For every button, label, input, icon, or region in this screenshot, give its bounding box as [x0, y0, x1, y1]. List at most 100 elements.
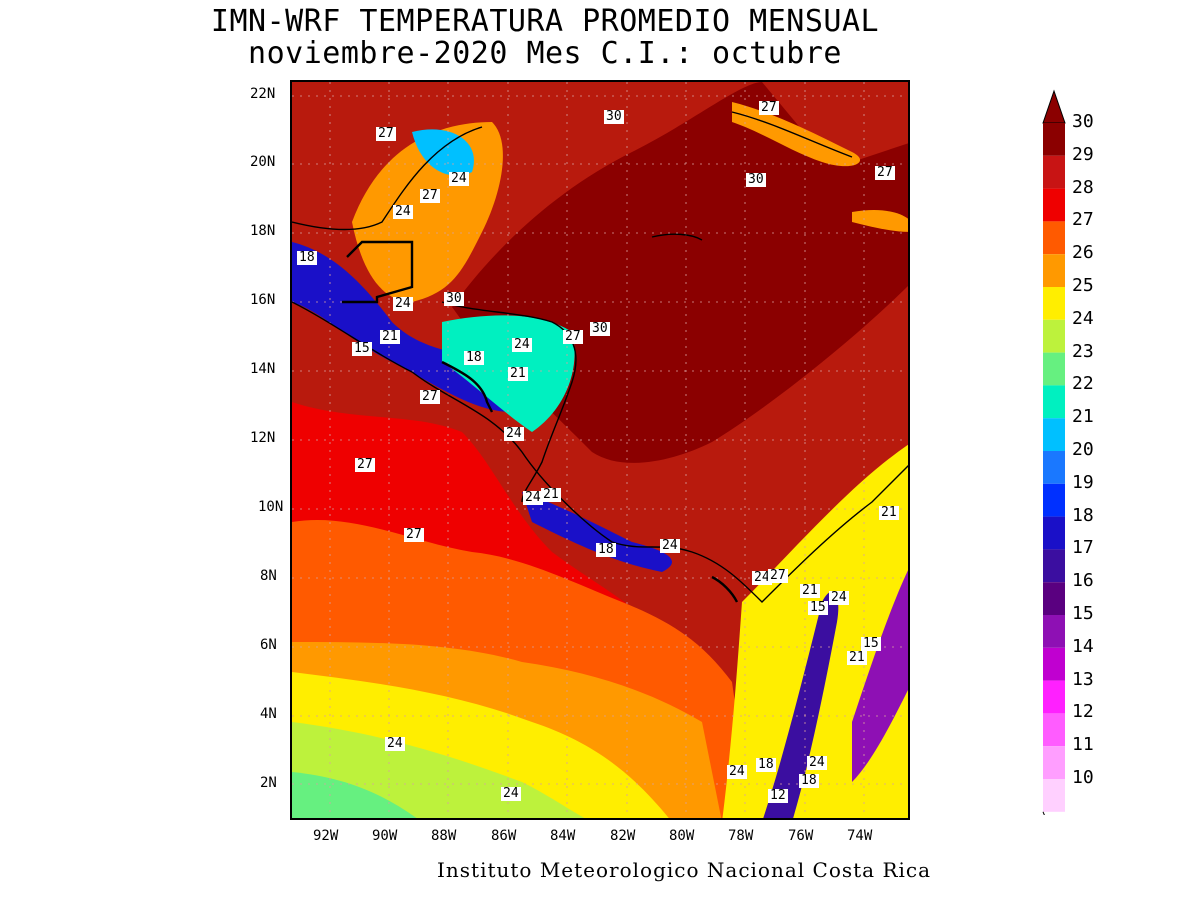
colorbar-tick-label: 18 — [1072, 504, 1094, 526]
colorbar-tick-label: 15 — [1072, 603, 1094, 624]
lon-tick-label: 90W — [372, 828, 398, 844]
colorbar-tick-label: 13 — [1072, 668, 1094, 690]
contour-label: 24 — [385, 736, 405, 751]
contour-label: 24 — [807, 755, 827, 770]
colorbar-swatch — [1043, 418, 1065, 451]
contour-label: 18 — [297, 250, 317, 265]
contour-label: 24 — [393, 204, 413, 219]
colorbar-tick-label: 27 — [1072, 209, 1094, 231]
contour-label: 27 — [759, 100, 779, 115]
contour-label: 27 — [404, 527, 424, 542]
lat-tick-label: 14N — [250, 361, 276, 377]
colorbar-tick-label: 26 — [1072, 242, 1094, 264]
colorbar-tick-label: 28 — [1072, 176, 1094, 198]
hispaniola-land — [852, 210, 908, 232]
colorbar-swatch — [1043, 451, 1065, 484]
colorbar-tick-label: 23 — [1072, 340, 1094, 362]
colorbar-max-arrow — [1042, 89, 1066, 124]
lon-tick-label: 92W — [313, 828, 339, 844]
colorbar-swatch — [1043, 582, 1065, 615]
contour-label: 24 — [512, 337, 532, 352]
colorbar-swatch — [1043, 352, 1065, 386]
colorbar-swatch — [1043, 615, 1065, 648]
contour-label: 24 — [727, 764, 747, 779]
colorbar-tick-label: 22 — [1072, 373, 1094, 395]
lon-tick-label: 78W — [728, 828, 754, 844]
colorbar-swatch — [1043, 221, 1065, 255]
contour-label: 18 — [799, 773, 819, 788]
lat-tick-label: 6N — [260, 637, 277, 653]
map-field — [292, 82, 908, 818]
colorbar-swatch — [1043, 516, 1065, 550]
colorbar-swatch — [1043, 549, 1065, 583]
contour-label: 24 — [504, 426, 524, 441]
lat-tick-label: 20N — [250, 154, 276, 170]
contour-label: 27 — [563, 329, 583, 344]
andes-west — [763, 591, 839, 818]
colorbar-tick-label: 11 — [1072, 734, 1094, 756]
colorbar-swatch — [1043, 483, 1065, 517]
contour-label: 15 — [861, 636, 881, 651]
colorbar-min-tail — [1042, 811, 1045, 815]
colorbar-tick-label: 14 — [1072, 635, 1094, 657]
contour-label: 21 — [380, 329, 400, 344]
contour-label: 21 — [508, 366, 528, 381]
lat-tick-label: 8N — [260, 568, 277, 584]
lat-tick-label: 12N — [250, 430, 276, 446]
colorbar-swatch — [1043, 746, 1065, 779]
contour-label: 30 — [444, 291, 464, 306]
colorbar-swatch — [1043, 287, 1065, 320]
contour-label: 27 — [768, 568, 788, 583]
colorbar-tick-label: 24 — [1072, 307, 1094, 329]
contour-label: 30 — [746, 172, 766, 187]
map-title-line1: IMN-WRF TEMPERATURA PROMEDIO MENSUAL — [210, 4, 880, 39]
costa-rica-highlands — [522, 492, 672, 572]
contour-label: 12 — [768, 788, 788, 803]
lat-tick-label: 4N — [260, 706, 277, 722]
lon-tick-label: 82W — [610, 828, 636, 844]
colorbar-tick-label: 21 — [1072, 406, 1094, 428]
colorbar-swatch — [1043, 779, 1065, 812]
contour-label: 24 — [523, 490, 543, 505]
contour-label: 24 — [660, 538, 680, 553]
colorbar-swatch — [1043, 319, 1065, 353]
country-borders — [342, 240, 739, 603]
contour-label: 18 — [596, 542, 616, 557]
contour-label: 24 — [449, 171, 469, 186]
colorbar — [1042, 89, 1066, 815]
lat-tick-label: 18N — [250, 223, 276, 239]
colorbar-tick-label: 10 — [1072, 767, 1094, 788]
contour-label: 24 — [501, 786, 521, 801]
contour-label: 24 — [393, 296, 413, 311]
lon-tick-label: 88W — [431, 828, 457, 844]
colorbar-tick-label: 17 — [1072, 537, 1094, 559]
colorbar-tick-label: 29 — [1072, 143, 1094, 165]
coastlines — [292, 111, 908, 603]
contour-label: 15 — [808, 600, 828, 615]
colorbar-swatch — [1043, 647, 1065, 681]
contour-label: 21 — [879, 505, 899, 520]
map-title-line2: noviembre-2020 Mes C.I.: octubre — [248, 36, 842, 71]
lon-tick-label: 80W — [669, 828, 695, 844]
lon-tick-label: 74W — [847, 828, 873, 844]
contour-label: 27 — [875, 165, 895, 180]
colorbar-tick-label: 30 — [1072, 111, 1094, 132]
temperature-map — [290, 80, 910, 820]
contour-label: 27 — [376, 126, 396, 141]
colorbar-swatch — [1043, 123, 1065, 156]
colorbar-tick-label: 25 — [1072, 275, 1094, 296]
colorbar-swatch — [1043, 680, 1065, 714]
graticule — [292, 82, 908, 818]
contour-label: 30 — [590, 321, 610, 336]
lon-tick-label: 86W — [491, 828, 517, 844]
colorbar-swatch — [1043, 385, 1065, 419]
andes-east — [852, 570, 908, 782]
colorbar-swatch — [1043, 713, 1065, 747]
contour-label: 27 — [355, 457, 375, 472]
contour-label: 30 — [604, 109, 624, 124]
footer-credit: Instituto Meteorologico Nacional Costa R… — [437, 858, 932, 882]
colorbar-tick-label: 12 — [1072, 701, 1094, 723]
colorbar-tick-label: 20 — [1072, 439, 1094, 460]
contour-label: 27 — [420, 188, 440, 203]
colorbar-tick-label: 16 — [1072, 570, 1094, 592]
